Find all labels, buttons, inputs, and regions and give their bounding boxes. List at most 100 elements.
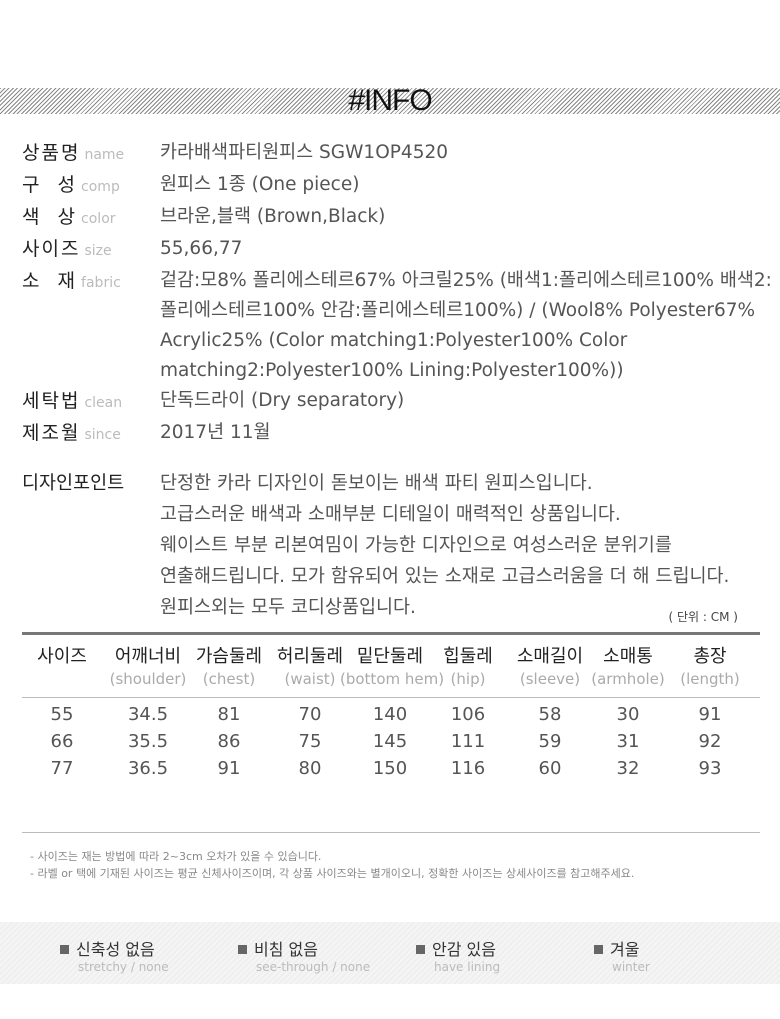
features-bar: 신축성 없음 stretchy / none 비침 없음 see-through / …	[0, 922, 780, 984]
feature-item: 비침 없음 see-through / none	[238, 936, 370, 974]
info-label-en: fabric	[81, 275, 121, 291]
column-header: 힙둘레	[443, 646, 493, 667]
table-cell: 81	[217, 704, 241, 725]
info-label: 사이즈 size	[22, 234, 160, 266]
column-header: 사이즈	[37, 646, 87, 667]
info-label: 색 상 color	[22, 202, 160, 234]
table-cell: 150	[372, 758, 408, 779]
table-cell: 58	[538, 704, 562, 725]
info-label-ko: 사이즈	[22, 238, 81, 260]
info-label: 구 성 comp	[22, 170, 160, 202]
unit-label: ( 단위 : CM )	[668, 610, 738, 624]
info-banner: #INFO	[0, 84, 780, 117]
table-cell: 140	[372, 704, 408, 725]
size-notes: - 사이즈는 재는 방법에 따라 2~3cm 오차가 있을 수 있습니다. - …	[30, 848, 634, 882]
info-value: 겉감:모8% 폴리에스테르67% 아크릴25% (배색1:폴리에스테르100% …	[160, 270, 772, 381]
info-value: 카라배색파티원피스 SGW1OP4520	[160, 142, 449, 163]
info-row: 제조월 since 2017년 11월	[22, 418, 772, 450]
info-label-en: comp	[81, 179, 120, 195]
info-list: 상품명 name 카라배색파티원피스 SGW1OP4520 구 성 comp 원피스 1종…	[22, 138, 772, 450]
table-cell: 145	[372, 731, 408, 752]
info-label-en: size	[84, 243, 112, 259]
table-top-divider	[22, 632, 760, 635]
table-cell: 31	[616, 731, 640, 752]
banner-title: #INFO	[348, 84, 432, 117]
table-cell: 35.5	[127, 731, 169, 752]
info-label: 소 재 fabric	[22, 266, 160, 386]
column-header-en: (shoulder)	[109, 670, 187, 688]
info-row: 상품명 name 카라배색파티원피스 SGW1OP4520	[22, 138, 772, 170]
info-value: 브라운,블랙 (Brown,Black)	[160, 206, 386, 227]
feature-item: 안감 있음 have lining	[416, 936, 500, 974]
column-header: 소매통	[603, 646, 653, 667]
info-row: 색 상 color 브라운,블랙 (Brown,Black)	[22, 202, 772, 234]
column-header-en: (waist)	[284, 670, 336, 688]
square-bullet-icon	[594, 945, 603, 954]
table-cell: 70	[298, 704, 322, 725]
info-label-en: clean	[84, 395, 123, 411]
info-label-ko: 제조월	[22, 422, 81, 444]
column-header: 총장	[693, 646, 727, 667]
feature-item: 겨울 winter	[594, 936, 650, 974]
column-header-en: (hip)	[450, 670, 486, 688]
info-label: 제조월 since	[22, 418, 160, 450]
column-header: 가슴둘레	[195, 646, 263, 667]
feature-en: stretchy / none	[78, 960, 169, 974]
square-bullet-icon	[60, 945, 69, 954]
info-row: 소 재 fabric 겉감:모8% 폴리에스테르67% 아크릴25% (배색1:폴리…	[22, 266, 772, 386]
table-cell: 106	[450, 704, 486, 725]
column-header-en: (chest)	[202, 670, 256, 688]
feature-item: 신축성 없음 stretchy / none	[60, 936, 169, 974]
info-value: 원피스 1종 (One piece)	[160, 174, 360, 195]
table-cell: 66	[50, 731, 74, 752]
column-header-en: (armhole)	[591, 670, 665, 688]
info-row: 사이즈 size 55,66,77	[22, 234, 772, 266]
info-value: 55,66,77	[160, 238, 243, 259]
table-cell: 91	[698, 704, 722, 725]
square-bullet-icon	[416, 945, 425, 954]
column-header-en: (bottom hem)	[340, 670, 445, 688]
square-bullet-icon	[238, 945, 247, 954]
info-label: 세탁법 clean	[22, 386, 160, 418]
note: - 라벨 or 택에 기재된 사이즈는 평균 신체사이즈이며, 각 상품 사이즈…	[30, 867, 635, 880]
feature-ko: 비침 없음	[254, 940, 318, 959]
design-point-text: 단정한 카라 디자인이 돋보이는 배색 파티 원피스입니다. 고급스러운 배색과…	[160, 473, 730, 618]
design-point-label: 디자인포인트	[22, 473, 125, 494]
info-label-en: since	[84, 427, 121, 443]
table-cell: 77	[50, 758, 74, 779]
note: - 사이즈는 재는 방법에 따라 2~3cm 오차가 있을 수 있습니다.	[30, 850, 322, 863]
column-header: 허리둘레	[276, 646, 344, 667]
info-label-en: color	[81, 211, 116, 227]
table-cell: 80	[298, 758, 322, 779]
feature-en: winter	[612, 960, 650, 974]
feature-en: see-through / none	[256, 960, 371, 974]
table-cell: 93	[698, 758, 722, 779]
info-label-ko: 구 성	[22, 174, 78, 196]
info-row: 세탁법 clean 단독드라이 (Dry separatory)	[22, 386, 772, 418]
table-cell: 36.5	[127, 758, 169, 779]
table-cell: 32	[616, 758, 640, 779]
column-header: 어깨너비	[114, 646, 182, 667]
info-label: 상품명 name	[22, 138, 160, 170]
table-cell: 55	[50, 704, 74, 725]
table-cell: 59	[538, 731, 562, 752]
info-value: 2017년 11월	[160, 422, 271, 443]
table-bottom-divider	[22, 832, 760, 833]
column-header-en: (sleeve)	[519, 670, 581, 688]
table-cell: 91	[217, 758, 241, 779]
column-header-en: (length)	[680, 670, 740, 688]
table-cell: 92	[698, 731, 722, 752]
column-header: 밑단둘레	[356, 646, 424, 667]
table-header-divider	[22, 697, 760, 698]
info-label-ko: 상품명	[22, 142, 81, 164]
table-cell: 111	[450, 731, 486, 752]
column-header: 소매길이	[516, 646, 584, 667]
info-label-en: name	[84, 147, 125, 163]
table-cell: 116	[450, 758, 486, 779]
table-cell: 34.5	[127, 704, 169, 725]
feature-ko: 안감 있음	[432, 940, 496, 959]
info-label-ko: 소 재	[22, 270, 78, 292]
feature-ko: 신축성 없음	[76, 940, 155, 959]
table-cell: 86	[217, 731, 241, 752]
